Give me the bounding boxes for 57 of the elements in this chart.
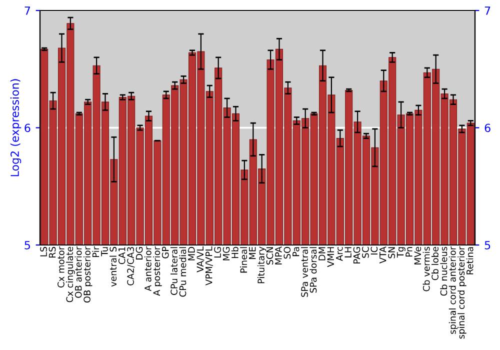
x-tick-label: MD: [188, 246, 195, 260]
y2-tick-label: 7: [484, 6, 490, 15]
x-tick-label: Tu: [101, 247, 108, 256]
x-tick-label: SC: [362, 246, 369, 258]
x-tick-label: Pituitary: [257, 246, 266, 284]
x-tick-label: PAG: [353, 247, 360, 264]
x-tick-label: Hb: [231, 246, 238, 258]
x-tick-label: CPu medial: [179, 247, 186, 297]
x-tick-label: LS: [40, 246, 47, 256]
x-tick-label: LH: [344, 247, 352, 258]
x-tick-label: Pn: [406, 247, 412, 257]
x-tick-label: Cx cingulate: [66, 246, 75, 302]
x-tick-label: spinal cord anterior: [448, 246, 458, 334]
x-tick-label: DM: [318, 247, 326, 260]
x-tick-label: Cb lobe: [431, 246, 438, 280]
x-tick-label: RS: [48, 246, 56, 258]
x-tick-label: LG: [214, 247, 221, 258]
x-tick-label: Retina: [466, 247, 474, 274]
x-tick-label: SO: [284, 246, 291, 259]
x-tick-label: MVe: [414, 246, 422, 264]
x-tick-label: Cb vermis: [422, 246, 430, 292]
x-tick-label: IC: [370, 246, 378, 254]
x-tick-label: OB anterior: [74, 246, 82, 298]
x-tick-label: MG: [222, 247, 230, 260]
x-tick-label: OB posterior: [83, 246, 92, 303]
x-tick-label: Tg: [396, 247, 406, 258]
x-tick-label: A anterior: [144, 246, 152, 292]
x-tick-label: DG: [136, 247, 143, 260]
x-tick-label: Pineal: [240, 247, 248, 273]
x-tick-label: Pir: [92, 246, 100, 257]
x-tick-label: SPa dorsal: [310, 247, 317, 293]
x-tick-label: Cb nucleus: [440, 246, 448, 296]
x-tick-label: MPA: [275, 246, 282, 264]
x-tick-label: spinal cord posterior: [458, 246, 466, 339]
x-tick-label: VMH: [327, 247, 334, 268]
x-tick-label: ME: [249, 246, 256, 259]
x-tick-label: GP: [162, 246, 169, 258]
y-tick-label: 5: [24, 241, 30, 250]
x-tick-label: SPa ventral: [300, 247, 308, 297]
x-tick-label: A posterior: [153, 246, 162, 296]
x-tick-label: VA/VL: [196, 246, 204, 272]
y-tick-label: 7: [24, 6, 30, 15]
x-tick-label: CA2/CA3: [127, 247, 135, 286]
x-tick-label: SCN: [266, 247, 274, 265]
x-tick-label: VPM/VPL: [206, 246, 213, 286]
x-tick-label: SN: [388, 247, 395, 258]
x-tick-label: Pa: [292, 247, 300, 256]
x-tick-label: Cx motor: [58, 246, 64, 288]
y2-tick-label: 6: [484, 124, 490, 132]
x-tick-label: Arc: [336, 246, 343, 261]
x-tick-label: VTA: [380, 246, 386, 264]
y2-tick-label: 5: [484, 241, 490, 250]
x-tick-label: CA1: [118, 247, 126, 264]
x-tick-label: CPu lateral: [170, 247, 178, 295]
x-tick-label: ventral S: [110, 246, 117, 287]
y-axis-title: Log2 (expression): [10, 79, 22, 176]
y-tick-label: 6: [24, 124, 30, 132]
